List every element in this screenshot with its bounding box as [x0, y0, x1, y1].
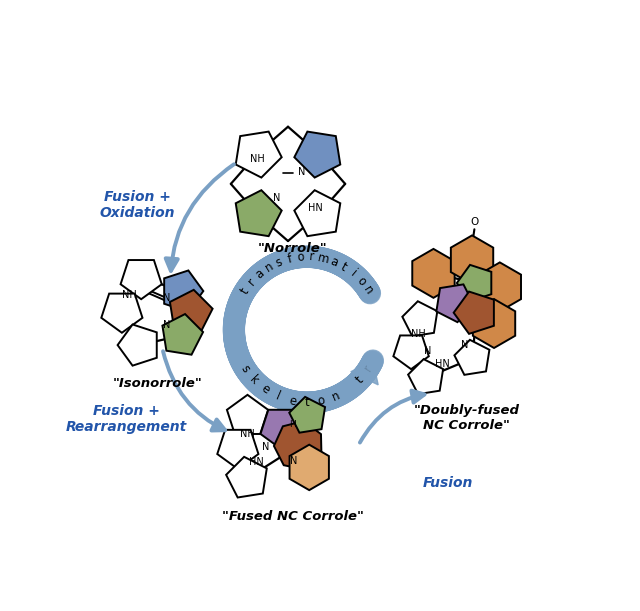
Text: n: n — [360, 284, 376, 297]
Text: HN: HN — [308, 203, 323, 213]
Text: N: N — [273, 193, 280, 203]
Text: N: N — [298, 167, 306, 177]
Polygon shape — [274, 421, 321, 469]
Polygon shape — [457, 265, 492, 301]
Polygon shape — [163, 314, 203, 355]
Text: n: n — [262, 260, 275, 275]
Text: t: t — [339, 260, 349, 274]
Text: HN: HN — [435, 359, 450, 369]
Polygon shape — [120, 260, 162, 299]
Text: k: k — [247, 373, 261, 387]
Text: N: N — [424, 346, 431, 356]
Text: NH: NH — [250, 155, 265, 164]
Text: Fusion +
Oxidation: Fusion + Oxidation — [100, 189, 175, 221]
Text: n: n — [330, 389, 342, 404]
Text: NH: NH — [122, 290, 137, 300]
Polygon shape — [479, 262, 521, 312]
Text: NH: NH — [240, 429, 255, 439]
Text: o: o — [296, 251, 305, 264]
Polygon shape — [294, 190, 340, 236]
Text: N: N — [461, 340, 468, 349]
Polygon shape — [236, 131, 282, 178]
Polygon shape — [454, 291, 494, 334]
Polygon shape — [170, 290, 212, 332]
Text: "Norrole": "Norrole" — [258, 242, 328, 255]
Text: r: r — [309, 251, 315, 263]
Text: a: a — [253, 267, 267, 282]
Text: o: o — [317, 394, 326, 408]
Text: a: a — [328, 255, 339, 269]
Text: NH: NH — [411, 329, 426, 339]
Text: s: s — [238, 362, 252, 375]
Polygon shape — [454, 340, 490, 375]
Polygon shape — [217, 430, 259, 469]
Text: H: H — [289, 420, 296, 430]
Text: HN: HN — [249, 457, 264, 467]
Text: N: N — [290, 456, 298, 466]
Polygon shape — [451, 235, 493, 284]
Polygon shape — [436, 284, 474, 322]
Text: Fusion +
Rearrangement: Fusion + Rearrangement — [66, 404, 188, 434]
Polygon shape — [118, 324, 157, 365]
Polygon shape — [260, 410, 301, 449]
Text: t: t — [353, 374, 366, 386]
Text: i: i — [348, 267, 358, 279]
Text: r: r — [245, 276, 258, 288]
Text: N: N — [163, 293, 170, 303]
Text: t: t — [238, 285, 252, 296]
Polygon shape — [473, 299, 515, 348]
Text: e: e — [287, 394, 297, 408]
Text: O: O — [470, 218, 479, 227]
Polygon shape — [101, 294, 143, 333]
Text: t: t — [305, 396, 309, 409]
Text: "Doubly-fused
NC Corrole": "Doubly-fused NC Corrole" — [414, 403, 520, 431]
Polygon shape — [403, 301, 437, 336]
Text: s: s — [273, 255, 284, 269]
Polygon shape — [351, 360, 378, 385]
Polygon shape — [226, 457, 267, 497]
Polygon shape — [408, 359, 443, 394]
Polygon shape — [412, 249, 454, 298]
Text: Fusion: Fusion — [423, 475, 473, 489]
Text: f: f — [286, 252, 293, 266]
Text: m: m — [316, 251, 330, 266]
Polygon shape — [289, 445, 329, 490]
Polygon shape — [164, 271, 204, 312]
Text: "Fused NC Corrole": "Fused NC Corrole" — [222, 510, 364, 523]
Polygon shape — [294, 131, 340, 178]
Polygon shape — [289, 397, 325, 433]
Text: o: o — [354, 274, 369, 288]
Text: l: l — [274, 390, 282, 403]
Text: N: N — [262, 442, 269, 452]
Text: "Isonorrole": "Isonorrole" — [113, 377, 203, 390]
Text: r: r — [362, 363, 376, 374]
Polygon shape — [236, 190, 282, 236]
Polygon shape — [394, 335, 429, 369]
Polygon shape — [227, 395, 268, 434]
Text: N: N — [163, 320, 170, 330]
Text: e: e — [259, 382, 272, 397]
